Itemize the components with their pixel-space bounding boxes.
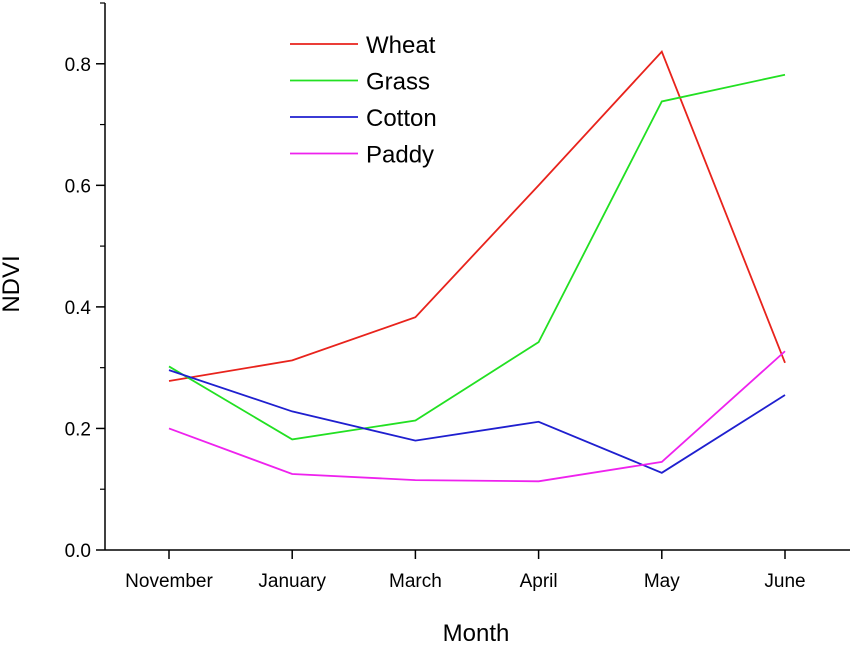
legend-label-paddy: Paddy — [366, 142, 434, 169]
legend-label-wheat: Wheat — [366, 32, 436, 59]
x-ticks: November January March April May June — [125, 550, 806, 592]
y-tick-label: 0.0 — [65, 541, 91, 562]
y-tick-label: 0.4 — [65, 298, 92, 319]
y-tick-label: 0.2 — [65, 419, 91, 440]
series-line-paddy — [168, 350, 786, 483]
x-tick-label: January — [258, 571, 326, 592]
x-tick-label: June — [764, 571, 805, 592]
x-axis-title: Month — [443, 620, 510, 646]
series-lines — [168, 49, 786, 483]
y-axis-title: NDVI — [0, 255, 25, 312]
x-tick-label: November — [125, 571, 213, 592]
series-line-grass — [168, 73, 786, 441]
legend: Wheat Grass Cotton Paddy — [290, 32, 437, 169]
legend-label-grass: Grass — [366, 69, 430, 96]
series-line-wheat — [168, 49, 786, 382]
x-tick-label: April — [520, 571, 558, 592]
x-tick-label: May — [644, 571, 680, 592]
y-tick-label: 0.8 — [65, 55, 91, 76]
x-tick-label: March — [389, 571, 442, 592]
series-line-cotton — [168, 369, 786, 474]
axes — [104, 3, 850, 551]
y-tick-label: 0.6 — [65, 176, 91, 197]
legend-label-cotton: Cotton — [366, 105, 437, 132]
y-ticks: 0.0 0.2 0.4 0.6 0.8 — [65, 2, 105, 562]
